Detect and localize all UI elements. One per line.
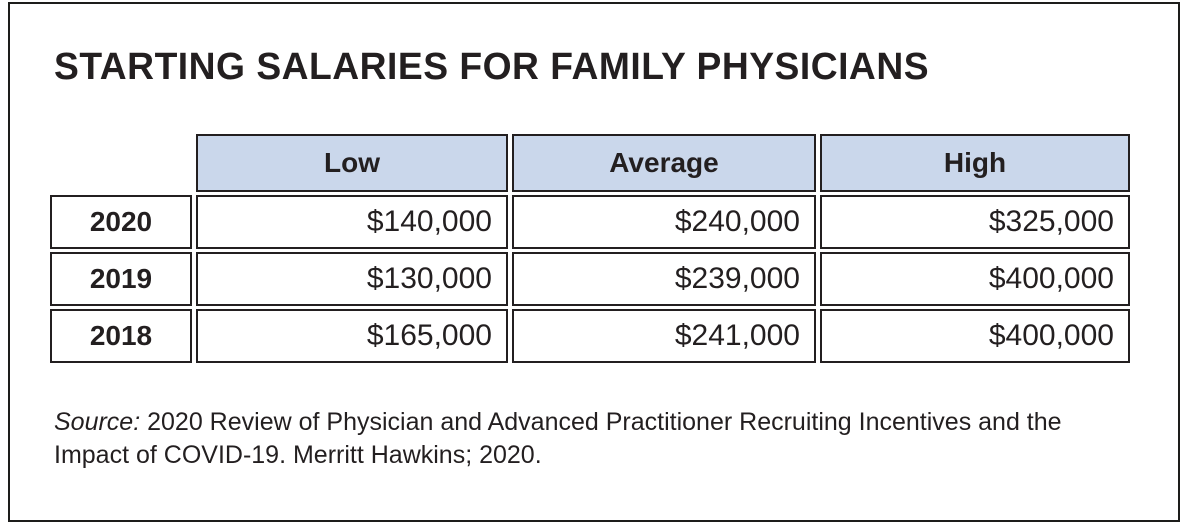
- row-header-year: 2019: [50, 252, 192, 306]
- column-header-low: Low: [196, 134, 508, 192]
- figure-frame: STARTING SALARIES FOR FAMILY PHYSICIANS …: [8, 2, 1180, 522]
- cell-low: $130,000: [196, 252, 508, 306]
- cell-high: $325,000: [820, 195, 1130, 249]
- table-row: 2019 $130,000 $239,000 $400,000: [50, 252, 1130, 306]
- source-note: Source: 2020 Review of Physician and Adv…: [54, 406, 1062, 472]
- source-line-2: Impact of COVID-19. Merritt Hawkins; 202…: [54, 439, 1062, 472]
- source-text-1: 2020 Review of Physician and Advanced Pr…: [140, 408, 1062, 436]
- cell-high: $400,000: [820, 309, 1130, 363]
- cell-average: $241,000: [512, 309, 816, 363]
- column-header-high: High: [820, 134, 1130, 192]
- column-header-average: Average: [512, 134, 816, 192]
- salary-table: Low Average High 2020 $140,000 $240,000 …: [46, 131, 1134, 366]
- cell-high: $400,000: [820, 252, 1130, 306]
- table-row: 2018 $165,000 $241,000 $400,000: [50, 309, 1130, 363]
- cell-average: $239,000: [512, 252, 816, 306]
- source-label: Source:: [54, 408, 141, 436]
- cell-low: $165,000: [196, 309, 508, 363]
- row-header-year: 2020: [50, 195, 192, 249]
- source-text-2: Impact of COVID-19. Merritt Hawkins; 202…: [54, 441, 542, 469]
- cell-low: $140,000: [196, 195, 508, 249]
- figure-title: STARTING SALARIES FOR FAMILY PHYSICIANS: [54, 46, 930, 88]
- row-header-year: 2018: [50, 309, 192, 363]
- corner-cell: [50, 134, 192, 192]
- table-row: 2020 $140,000 $240,000 $325,000: [50, 195, 1130, 249]
- table-header-row: Low Average High: [50, 134, 1130, 192]
- cell-average: $240,000: [512, 195, 816, 249]
- source-line-1: Source: 2020 Review of Physician and Adv…: [54, 406, 1062, 439]
